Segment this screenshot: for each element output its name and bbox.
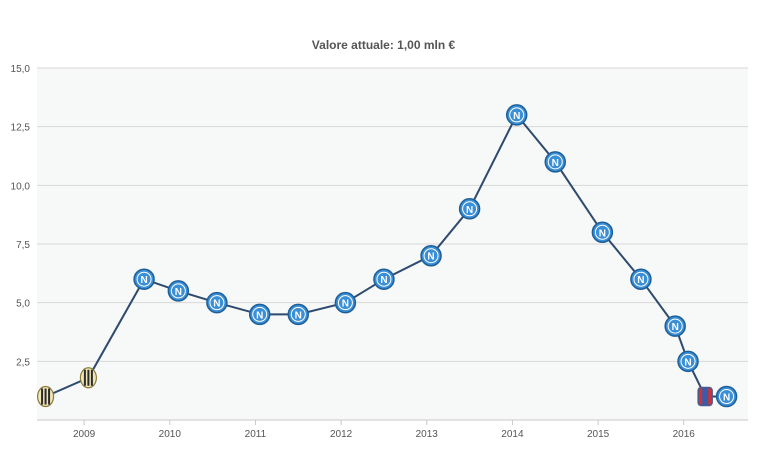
logo-ring: [423, 248, 439, 264]
logo-ring: [376, 271, 392, 287]
logo-ring: [290, 306, 306, 322]
logo-letter: N: [466, 205, 473, 216]
data-point: N: [420, 244, 442, 267]
x-tick-label: 2015: [587, 429, 610, 440]
y-tick-label: 12,5: [11, 123, 31, 134]
data-point: N: [206, 291, 228, 314]
logo-letter: N: [599, 228, 606, 239]
logo-ring: [719, 389, 735, 405]
x-tick-label: 2012: [330, 429, 353, 440]
logo-stripe: [702, 387, 709, 406]
data-point: N: [373, 268, 395, 290]
data-point: [697, 386, 713, 407]
logo-letter: N: [213, 299, 220, 310]
logo-ring: [509, 107, 525, 123]
logo-ring: [170, 283, 186, 299]
logo-ring: [462, 201, 478, 217]
x-tick-label: 2014: [501, 429, 524, 440]
logo-letter: N: [427, 252, 434, 263]
y-tick-label: 10,0: [11, 181, 31, 192]
logo-ring: [136, 271, 152, 287]
data-points: N N N N N N N N N N N N N N N N: [36, 104, 738, 408]
data-point: N: [167, 280, 190, 302]
data-point: N: [630, 268, 652, 290]
logo-letter: N: [256, 310, 263, 321]
logo-letter: N: [672, 322, 679, 333]
logo-letter: N: [513, 111, 520, 122]
data-point: N: [677, 350, 699, 373]
x-tick-label: 2010: [159, 429, 182, 440]
chart-title: Valore attuale: 1,00 mln €: [311, 38, 456, 52]
logo-ring: [594, 224, 610, 240]
data-point: [36, 385, 55, 408]
data-point: N: [287, 303, 310, 326]
data-point: N: [664, 315, 686, 337]
data-point: N: [334, 291, 357, 314]
x-tick-label: 2013: [416, 429, 439, 440]
logo-letter: N: [637, 275, 644, 286]
logo-letter: N: [380, 275, 387, 286]
logo-letter: N: [140, 275, 147, 286]
x-axis-ticks: 2009 2010 2011 2012 2013 2014 2015 2016: [73, 420, 695, 440]
data-point: N: [715, 385, 738, 408]
logo-letter: N: [552, 158, 559, 169]
y-tick-label: 15,0: [11, 64, 31, 75]
logo-letter: N: [684, 357, 691, 368]
logo-ring: [337, 295, 353, 311]
grid-lines: [37, 67, 748, 362]
y-tick-label: 2,5: [16, 357, 30, 368]
logo-ring: [633, 271, 649, 287]
data-point: N: [505, 104, 528, 126]
logo-letter: N: [295, 310, 302, 321]
y-tick-label: 7,5: [16, 240, 30, 251]
x-tick-label: 2011: [245, 429, 267, 440]
data-point: N: [133, 268, 155, 290]
data-point: N: [544, 151, 567, 173]
y-axis-ticks: 2,5 5,0 7,5 10,0 12,5 15,0: [11, 64, 31, 368]
logo-ring: [252, 306, 268, 322]
logo-letter: N: [342, 299, 349, 310]
logo-letter: N: [723, 393, 730, 404]
logo-ring: [680, 353, 696, 369]
logo-letter: N: [175, 287, 182, 298]
logo-ring: [209, 295, 225, 311]
logo-ring: [547, 154, 563, 170]
data-point: N: [458, 198, 481, 220]
x-tick-label: 2009: [73, 429, 96, 440]
data-point: N: [248, 303, 271, 326]
logo-ring: [667, 318, 683, 334]
x-tick-label: 2016: [673, 429, 696, 440]
data-point: [79, 367, 97, 389]
y-tick-label: 5,0: [16, 299, 30, 310]
data-point: N: [591, 221, 614, 244]
